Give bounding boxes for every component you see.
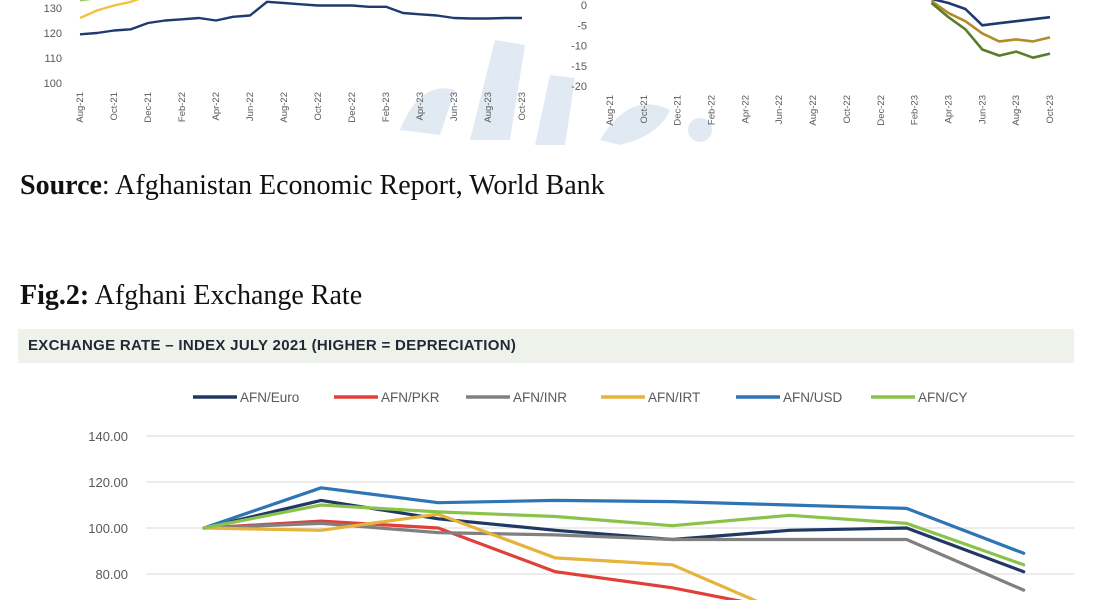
legend-item: AFN/INR xyxy=(466,390,567,405)
x-tick-label: Jun-23 xyxy=(977,95,988,124)
legend-label: AFN/IRT xyxy=(648,390,700,405)
y-tick-label: 100 xyxy=(44,78,62,90)
x-tick-label: Feb-23 xyxy=(910,95,921,125)
source-line: Source: Afghanistan Economic Report, Wor… xyxy=(20,170,605,202)
legend-item: AFN/PKR xyxy=(334,390,440,405)
x-tick-label: Oct-21 xyxy=(639,95,650,124)
series-line xyxy=(79,0,140,20)
legend-item: AFN/USD xyxy=(736,390,843,405)
x-tick-label: Apr-23 xyxy=(943,95,954,124)
series-line xyxy=(79,0,92,2)
series-line xyxy=(931,0,1051,27)
series-line xyxy=(202,486,1026,555)
y-tick-label: -15 xyxy=(571,61,587,73)
chart-title: EXCHANGE RATE – INDEX JULY 2021 (HIGHER … xyxy=(28,337,517,354)
figure-title: Afghani Exchange Rate xyxy=(89,280,363,311)
series-line xyxy=(202,512,758,600)
figure-caption: Fig.2: Afghani Exchange Rate xyxy=(20,280,362,312)
y-tick-label: 130 xyxy=(44,3,62,15)
series-line xyxy=(79,0,522,36)
exchange-rate-chart: 140.00 120.00 100.00 80.00 AFN/Euro AFN/PKR AF… xyxy=(88,390,1074,600)
x-tick-label: Feb-22 xyxy=(177,92,188,122)
y-tick-label: 140.00 xyxy=(88,429,128,444)
source-label: Source xyxy=(20,170,102,201)
y-tick-label: 120 xyxy=(44,28,62,40)
series-line xyxy=(930,0,1051,43)
x-tick-label: Dec-22 xyxy=(876,95,887,126)
x-tick-label: Jun-22 xyxy=(245,92,256,121)
x-tick-label: Feb-22 xyxy=(707,95,718,125)
series-line xyxy=(930,2,1051,59)
x-tick-label: Aug-23 xyxy=(483,92,494,123)
series-line xyxy=(202,503,1026,567)
legend-item: AFN/IRT xyxy=(601,390,700,405)
chart-title-banner: EXCHANGE RATE – INDEX JULY 2021 (HIGHER … xyxy=(18,329,1074,363)
y-tick-label: -5 xyxy=(577,20,587,32)
x-tick-label: Oct-21 xyxy=(109,92,120,121)
x-tick-label: Dec-22 xyxy=(347,92,358,123)
source-text: : Afghanistan Economic Report, World Ban… xyxy=(101,170,605,201)
legend-label: AFN/USD xyxy=(783,390,843,405)
y-tick-label: 0 xyxy=(581,0,587,12)
legend-label: AFN/Euro xyxy=(240,390,299,405)
y-tick-label: 110 xyxy=(44,53,62,65)
x-tick-label: Jun-22 xyxy=(774,95,785,124)
y-tick-label: 100.00 xyxy=(88,521,128,536)
x-tick-label: Aug-21 xyxy=(605,95,616,126)
x-tick-label: Aug-22 xyxy=(808,95,819,126)
legend-label: AFN/PKR xyxy=(381,390,440,405)
legend-label: AFN/INR xyxy=(513,390,567,405)
figure-label: Fig.2: xyxy=(20,280,90,311)
x-tick-label: Oct-22 xyxy=(313,92,324,121)
x-tick-label: Oct-23 xyxy=(517,92,528,121)
x-tick-label: Dec-21 xyxy=(143,92,154,123)
legend-item: AFN/Euro xyxy=(193,390,299,405)
y-tick-label: -10 xyxy=(571,41,587,53)
x-tick-label: Aug-23 xyxy=(1011,95,1022,126)
series-line xyxy=(202,498,1026,574)
x-tick-label: Aug-22 xyxy=(279,92,290,123)
series-line xyxy=(202,521,1026,592)
x-tick-label: Feb-23 xyxy=(381,92,392,122)
x-tick-label: Apr-22 xyxy=(740,95,751,124)
legend-item: AFN/CY xyxy=(871,390,968,405)
legend-label: AFN/CY xyxy=(918,390,968,405)
y-tick-label: 80.00 xyxy=(95,567,128,582)
x-tick-label: Apr-22 xyxy=(211,92,222,121)
x-tick-label: Dec-21 xyxy=(673,95,684,126)
x-tick-label: Oct-22 xyxy=(842,95,853,124)
x-tick-label: Aug-21 xyxy=(75,92,86,123)
x-tick-label: Jun-23 xyxy=(449,92,460,121)
y-tick-label: -20 xyxy=(571,81,587,93)
x-tick-label: Apr-23 xyxy=(415,92,426,121)
x-tick-label: Oct-23 xyxy=(1045,95,1056,124)
series-line xyxy=(202,519,743,600)
top-right-chart: 0 -5 -10 -15 -20 Aug-21 Oct-21 Dec-21 Feb-22 Apr-… xyxy=(571,0,1056,126)
top-left-chart: 130 120 110 100 Aug-21 Oct-21 Dec-21 Feb-22 Apr-… xyxy=(44,0,528,123)
y-tick-label: 120.00 xyxy=(88,475,128,490)
